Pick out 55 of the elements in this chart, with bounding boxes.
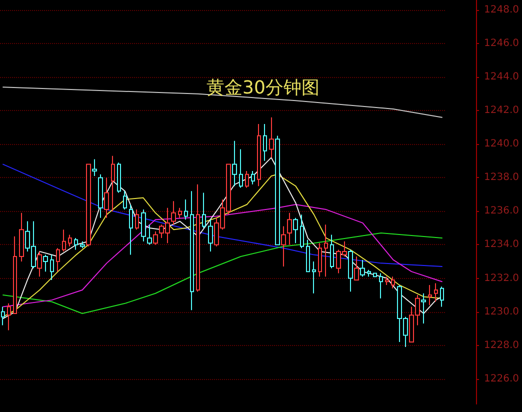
candlestick xyxy=(1,306,5,326)
candlestick xyxy=(312,261,316,294)
candlestick xyxy=(190,190,194,311)
y-tick-label: 1246.0 xyxy=(484,38,520,50)
y-tick-label: 1244.0 xyxy=(484,72,520,83)
candlestick xyxy=(330,234,334,269)
y-tick-label: 1242.0 xyxy=(484,105,520,116)
line-series xyxy=(2,204,442,308)
candlestick xyxy=(171,200,176,226)
candlestick xyxy=(135,209,139,230)
y-tick-label: 1230.0 xyxy=(484,306,520,318)
candlestick xyxy=(50,254,54,280)
candlestick xyxy=(379,272,383,299)
candlestick xyxy=(367,269,371,278)
candlestick xyxy=(245,170,249,188)
y-tick-label: 1248.0 xyxy=(484,4,520,16)
candlestick xyxy=(440,286,444,308)
candlestick xyxy=(324,224,328,278)
candlestick xyxy=(123,190,127,210)
candlestick xyxy=(318,242,322,278)
candlestick xyxy=(306,239,310,272)
line-series xyxy=(2,232,442,314)
candlestick xyxy=(62,229,66,252)
y-tick-label: 1234.0 xyxy=(484,239,520,250)
candlestick xyxy=(434,282,438,302)
text: 黄金30分钟图 xyxy=(206,78,320,98)
candlestick xyxy=(68,234,72,247)
y-tick-label: 1232.0 xyxy=(484,272,520,284)
candlestick xyxy=(129,204,133,256)
candlestick xyxy=(74,238,78,250)
y-tick-label: 1226.0 xyxy=(484,373,520,384)
y-tick-label: 1240.0 xyxy=(484,138,520,150)
candlestick xyxy=(385,276,389,286)
candlestick xyxy=(257,124,261,187)
candlestick xyxy=(251,170,255,185)
y-tick-label: 1236.0 xyxy=(484,206,520,217)
line-series xyxy=(2,164,442,268)
candlestick xyxy=(141,209,146,242)
candlestick xyxy=(391,276,395,289)
candlestick xyxy=(178,207,182,218)
candlestick xyxy=(196,184,200,292)
candlestick xyxy=(263,124,267,162)
candlestick xyxy=(184,198,188,220)
y-tick-label: 1228.0 xyxy=(484,340,520,351)
candlestick xyxy=(117,162,121,194)
candlestick xyxy=(13,236,17,314)
candlestick xyxy=(373,272,377,278)
candlestick xyxy=(111,155,115,212)
candlestick xyxy=(239,148,243,188)
candlestick xyxy=(56,248,60,272)
candlestick xyxy=(300,214,304,249)
candlestick xyxy=(202,192,206,228)
candlestick xyxy=(7,302,11,331)
y-tick-label: 1238.0 xyxy=(484,172,520,184)
candlestick xyxy=(428,284,432,306)
